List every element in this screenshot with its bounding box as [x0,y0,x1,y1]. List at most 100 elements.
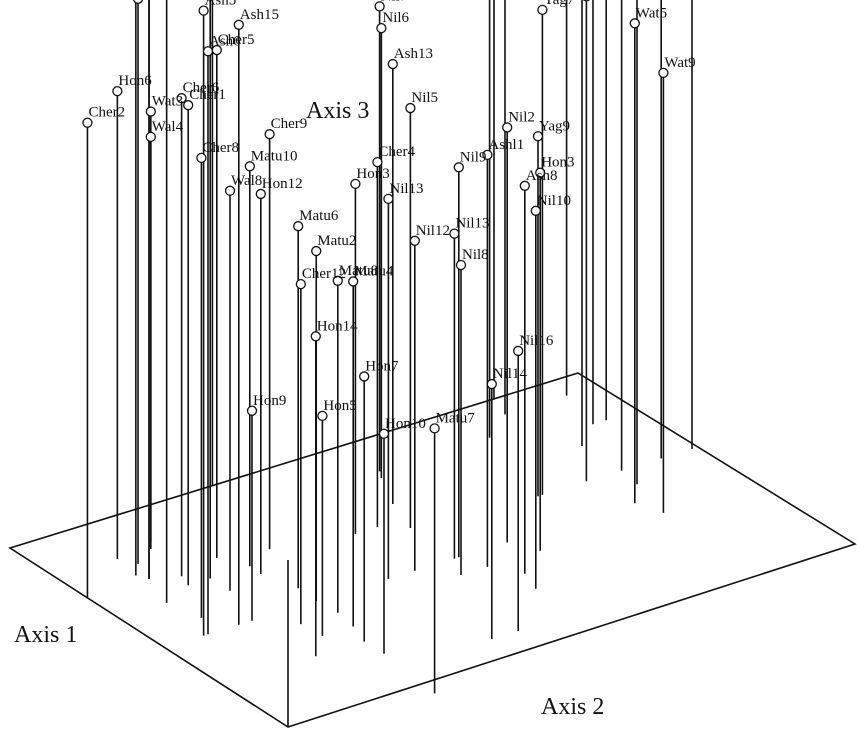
point-marker-44 [372,156,383,168]
point-marker-63 [537,4,548,16]
point-marker-42 [383,193,394,205]
point-label-15: Cher8 [202,140,239,156]
point-marker-33 [374,1,385,12]
point-label-31: Hon10 [385,416,426,432]
point-label-66: Wat9 [664,55,695,71]
point-label-48: Nil8 [462,247,489,263]
point-marker-41 [535,167,546,178]
point-label-33: Nil7 [381,0,408,4]
point-marker-37 [482,149,493,161]
point-label-21: Matu6 [299,208,339,224]
point-label-16: Wat3 [152,94,183,110]
point-marker-19 [244,161,255,172]
point-marker-43 [453,162,464,173]
point-label-29: Hon7 [365,358,399,374]
point-marker-39 [519,180,530,191]
point-marker-24 [348,276,359,287]
point-marker-27 [310,331,321,342]
point-label-27: Hon14 [317,318,358,334]
point-label-18: Wal8 [231,173,262,189]
point-label-44: Cher4 [378,144,415,160]
point-marker-49 [513,345,524,357]
point-label-23: Matu2 [317,233,356,249]
point-marker-16 [145,106,156,117]
point-label-28: Matu7 [436,410,476,426]
point-label-30: Hon5 [323,398,356,414]
point-marker-35 [387,58,398,70]
point-label-46: Nil12 [416,223,450,239]
point-marker-12 [176,93,187,104]
point-marker-32 [246,405,258,416]
point-marker-50 [486,378,497,390]
point-label-36: Nil5 [411,90,438,106]
point-label-65: Wat5 [636,5,667,21]
point-marker-10 [112,86,123,97]
axis-2-label: Axis 2 [541,694,604,720]
axis-1-label: Axis 1 [14,622,77,648]
point-label-9: Cher2 [88,105,125,121]
markers [82,0,669,439]
point-label-13: Cher5 [218,32,255,48]
point-marker-46 [409,235,420,246]
point-label-12: Cher6 [183,80,220,96]
point-marker-34 [376,23,387,34]
point-label-26: Cher12 [302,266,346,282]
point-marker-20 [264,129,275,140]
point-marker-64 [582,0,591,2]
point-marker-22 [255,188,266,200]
point-marker-21 [293,221,304,232]
point-marker-25 [332,275,343,286]
point-label-20: Cher9 [271,116,308,132]
point-label-42: Nil13 [389,181,423,197]
point-marker-45 [350,178,361,190]
point-marker-36 [405,102,416,114]
point-marker-28 [429,423,440,434]
point-label-10: Hon6 [118,73,152,89]
point-marker-38 [502,122,513,133]
point-label-11: Cher1 [189,87,226,103]
point-label-47: Nil13 [455,216,489,232]
point-label-17: Wal4 [152,119,184,135]
point-marker-26 [295,278,306,290]
point-marker-5 [233,19,244,30]
point-marker-18 [224,185,236,196]
point-label-37: Ashl1 [488,137,524,153]
point-marker-8 [133,0,144,4]
point-label-43: Nil9 [460,149,487,165]
point-label-49: Nil16 [519,333,554,349]
point-label-19: Matu10 [251,148,298,164]
point-marker-15 [196,152,207,164]
point-label-41: Hon3 [541,155,574,171]
point-marker-51 [532,131,544,142]
point-label-51: Yag9 [539,118,570,134]
point-marker-9 [82,117,93,128]
point-label-39: Ash8 [526,168,558,184]
point-marker-3 [198,5,209,16]
point-marker-29 [359,371,370,382]
point-label-50: Nil14 [493,366,528,382]
point-label-24: Matu4 [354,263,394,279]
point-labels: Nil4Ashl0Ashl7Ash5Ash9Ash15Hon1Ash6Ash18… [88,0,695,432]
point-marker-17 [145,131,156,143]
point-label-45: Hon3 [356,166,389,182]
stems [86,0,693,694]
point-label-40: Nil10 [537,193,571,209]
point-label-25: Matu8 [339,263,378,279]
point-label-5: Ash15 [240,7,279,23]
point-label-22: Hon12 [262,176,303,192]
point-marker-13 [211,44,222,56]
point-label-63: Yag7 [543,0,574,8]
point-label-3: Ash5 [205,0,237,9]
point-marker-31 [378,428,390,439]
point-label-32: Hon9 [253,393,286,409]
point-marker-11 [183,100,194,111]
point-marker-65 [629,18,640,29]
point-marker-30 [317,410,328,422]
point-marker-40 [530,205,541,216]
axis-3-label: Axis 3 [306,98,369,124]
point-marker-47 [449,228,460,239]
point-marker-23 [311,245,322,257]
point-marker-48 [455,259,467,271]
point-label-38: Nil2 [508,109,535,125]
